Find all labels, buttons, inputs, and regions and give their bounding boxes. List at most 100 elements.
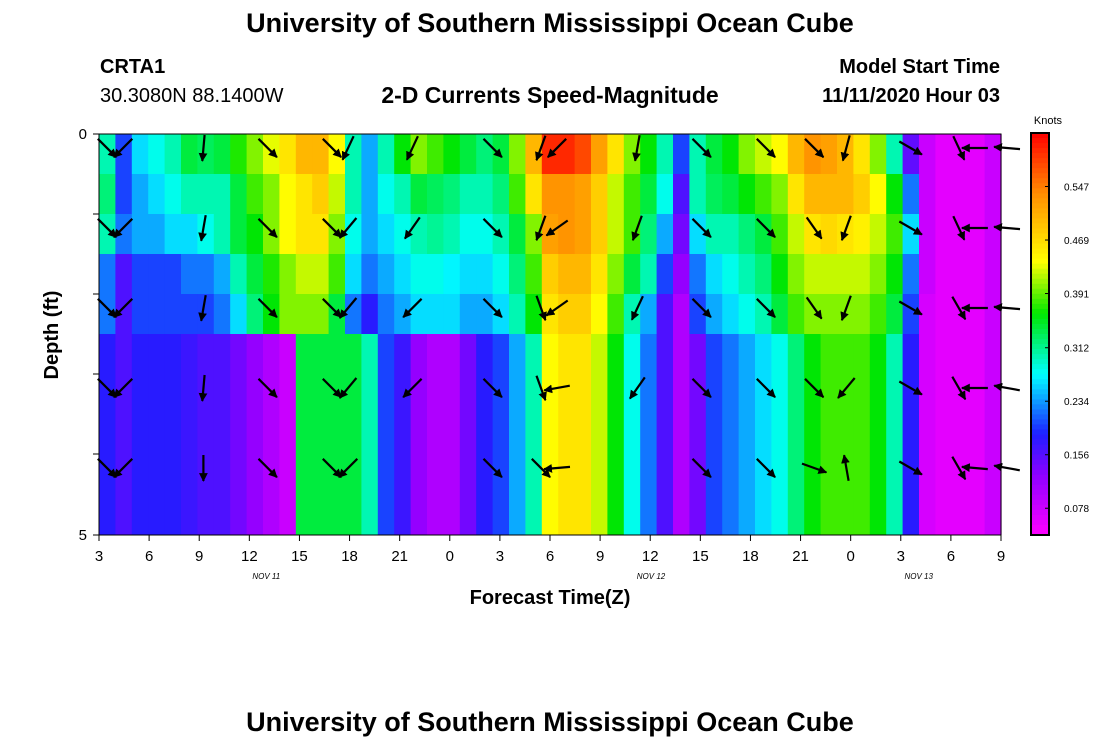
heatmap-cell	[705, 294, 723, 334]
current-arrow	[840, 295, 852, 322]
heatmap-cell	[328, 334, 346, 535]
heatmap-cell	[935, 134, 953, 174]
heatmap-cell	[853, 294, 871, 334]
current-arrow	[198, 215, 207, 242]
heatmap-cell	[345, 214, 362, 254]
heatmap-cell	[902, 174, 920, 214]
heatmap-cell	[377, 334, 395, 535]
y-tick-label: 5	[79, 527, 87, 544]
heatmap-cell	[722, 334, 740, 535]
heatmap-cell	[804, 134, 822, 174]
x-tick-label: 18	[341, 548, 358, 565]
current-arrow	[691, 138, 712, 158]
colorbar-swatch	[1031, 384, 1049, 390]
colorbar-swatch	[1031, 474, 1049, 481]
current-arrow	[97, 458, 117, 478]
heatmap-cell	[263, 334, 280, 535]
colorbar-swatch	[1031, 514, 1049, 521]
heatmap-cell	[902, 334, 920, 535]
heatmap-cell	[689, 334, 707, 535]
heatmap-cell	[705, 214, 723, 254]
heatmap-cell	[705, 334, 723, 535]
heatmap-cell	[820, 254, 838, 294]
current-arrow	[322, 458, 342, 478]
heatmap-cell	[640, 174, 658, 214]
x-tick-label: 9	[997, 548, 1005, 565]
current-arrow	[756, 298, 776, 318]
heatmap-cell	[410, 334, 428, 535]
colorbar-swatch	[1031, 183, 1049, 189]
current-arrow	[113, 458, 134, 478]
heatmap-cell	[787, 174, 805, 214]
colorbar-swatch	[1031, 529, 1049, 536]
heatmap-cell	[345, 134, 362, 174]
heatmap-cell	[246, 254, 264, 294]
heatmap-cell	[492, 334, 510, 535]
x-tick-label: 12	[642, 548, 659, 565]
heatmap-cell	[459, 174, 477, 214]
heatmap-cell	[279, 294, 297, 334]
heatmap-cell	[197, 134, 215, 174]
heatmap-cell	[722, 254, 740, 294]
heatmap-cell	[919, 294, 936, 334]
heatmap-cell	[935, 174, 953, 214]
heatmap-cell	[640, 254, 658, 294]
heatmap-cell	[902, 294, 920, 334]
heatmap-cell	[689, 214, 707, 254]
heatmap-cell	[394, 254, 412, 294]
heatmap-cell	[656, 214, 674, 254]
current-arrow	[805, 216, 823, 240]
current-arrow	[482, 458, 503, 478]
heatmap-cell	[787, 214, 805, 254]
current-arrow	[805, 296, 823, 320]
colorbar-swatch	[1031, 158, 1049, 164]
heatmap-cell	[295, 174, 313, 214]
heatmap-cell	[427, 174, 444, 214]
heatmap-cell	[984, 174, 1002, 214]
current-arrow	[804, 138, 825, 158]
heatmap-cell	[148, 174, 166, 214]
heatmap-cell	[279, 134, 297, 174]
colorbar-swatch	[1031, 354, 1049, 360]
heatmap-cell	[771, 334, 789, 535]
date-label: NOV 12	[637, 572, 666, 581]
heatmap-cell	[837, 334, 854, 535]
heatmap-cell	[705, 174, 723, 214]
heatmap-cell	[148, 254, 166, 294]
heatmap-cell	[377, 134, 395, 174]
colorbar-swatch	[1031, 339, 1049, 345]
heatmap-cell	[476, 174, 494, 214]
heatmap-cell	[345, 254, 362, 294]
colorbar-swatch	[1031, 263, 1049, 270]
colorbar-swatch	[1031, 499, 1049, 506]
colorbar-swatch	[1031, 273, 1049, 280]
colorbar-swatch	[1031, 318, 1049, 325]
heatmap-cell	[377, 254, 395, 294]
heatmap-cell	[804, 334, 822, 535]
current-arrow	[402, 378, 423, 398]
current-arrow	[535, 135, 547, 162]
heatmap-cell	[607, 174, 625, 214]
heatmap-cell	[853, 174, 871, 214]
heatmap-cell	[673, 334, 690, 535]
heatmap-cell	[230, 294, 248, 334]
heatmap-cell	[443, 134, 461, 174]
colorbar-swatch	[1031, 238, 1049, 245]
heatmap-cell	[181, 254, 198, 294]
colorbar-swatch	[1031, 193, 1049, 199]
heatmap-cell	[164, 254, 182, 294]
colorbar-swatch	[1031, 484, 1049, 491]
x-tick-label: 3	[496, 548, 504, 565]
heatmap-cell	[131, 214, 149, 254]
current-arrow	[547, 138, 567, 158]
heatmap-cell	[869, 334, 887, 535]
heatmap-cell	[804, 174, 822, 214]
model-start-label: Model Start Time	[839, 56, 1000, 78]
heatmap-cell	[837, 254, 854, 294]
current-arrow	[482, 298, 503, 318]
heatmap-cell	[279, 174, 297, 214]
colorbar-swatch	[1031, 188, 1049, 194]
current-arrow	[338, 217, 358, 239]
heatmap	[99, 134, 1002, 535]
heatmap-cell	[755, 334, 772, 535]
